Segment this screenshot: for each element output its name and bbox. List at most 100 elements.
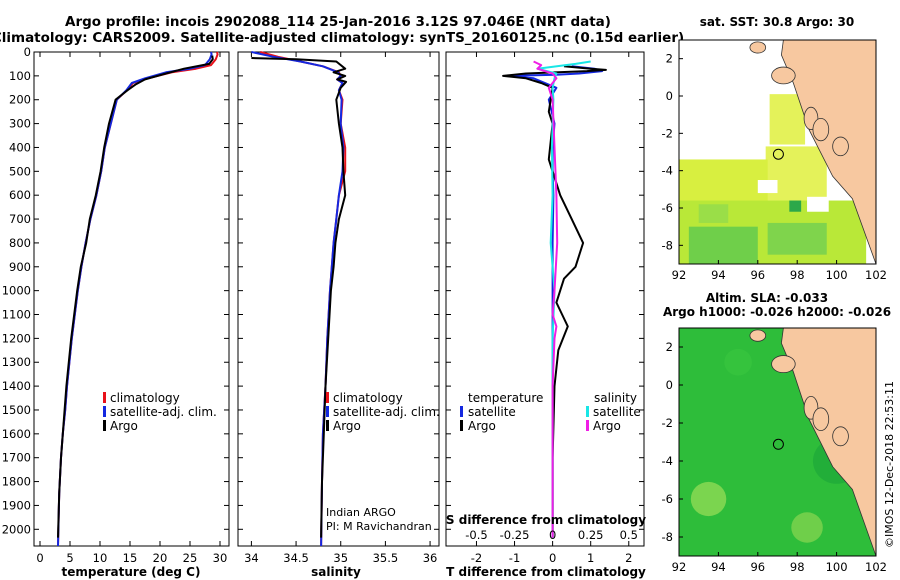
s-tick-label: 0.5 — [620, 528, 638, 542]
island — [832, 136, 849, 157]
x-tick-label: 20 — [153, 551, 168, 565]
argo-position-marker — [772, 148, 784, 160]
map-frame — [678, 327, 877, 557]
legend-swatch-t-argo — [460, 420, 463, 431]
s-difference-ticks: -0.5 -0.25 0 0.25 0.5 — [465, 528, 638, 542]
x-tick-label: 34.5 — [283, 551, 309, 565]
series-line-argo — [251, 57, 348, 538]
sla-map-subtitle: Argo h1000: -0.026 h2000: -0.026 — [663, 305, 891, 319]
temperature-plot-area: 0 5 10 15 20 25 300100200300400500600700800900… — [2, 45, 230, 565]
legend-label-satellite: satellite-adj. clim. — [333, 405, 440, 419]
y-tick-label: 1600 — [2, 427, 31, 441]
legend-label-s-argo: Argo — [593, 419, 621, 433]
series-line-argo — [57, 55, 214, 538]
y-tick-label: 1200 — [2, 331, 31, 345]
plot-frame — [445, 51, 645, 547]
legend-swatch-s-argo — [586, 420, 589, 431]
sla-map-image: 92 94 96 98 100 102 2 0 -2 -4 -6 -8 — [662, 327, 887, 574]
legend-label-s-satellite: satellite — [593, 405, 641, 419]
x-tick-label: 0 — [36, 551, 43, 565]
y-tick-label: 300 — [9, 117, 31, 131]
legend-label-t-argo: Argo — [468, 419, 496, 433]
salinity-panel: 34 34.5 35 35.5 36 salinity climatology sate… — [237, 51, 440, 579]
s-tick-label: -0.25 — [500, 528, 530, 542]
x-tick-label: 15 — [123, 551, 138, 565]
x-tick-label: 36 — [423, 551, 438, 565]
map-frame — [678, 39, 877, 265]
series-line-t-argo — [502, 65, 607, 538]
map-x-tick-label: 100 — [826, 268, 848, 282]
y-tick-label: 2000 — [2, 522, 31, 536]
island — [749, 41, 767, 54]
series-line-s-argo — [533, 60, 559, 538]
legend-label-argo: Argo — [110, 419, 138, 433]
legend-title-temperature: temperature — [468, 391, 543, 405]
sla-map: Altim. SLA: -0.033 Argo h1000: -0.026 h2… — [662, 291, 892, 574]
x-tick-label: -2 — [471, 551, 482, 565]
island — [832, 426, 849, 447]
salinity-xlabel: salinity — [311, 565, 361, 579]
institution-annotation: Indian ARGO — [326, 506, 396, 519]
y-tick-label: 700 — [9, 212, 31, 226]
plot-frame — [237, 51, 440, 547]
figure-title-line1: Argo profile: incois 2902088_114 25-Jan-… — [65, 14, 611, 30]
legend-swatch-satellite — [103, 406, 106, 417]
map-x-tick-label: 94 — [711, 268, 726, 282]
y-tick-label: 500 — [9, 164, 31, 178]
sla-map-title: Altim. SLA: -0.033 — [706, 291, 828, 305]
y-tick-label: 0 — [24, 45, 31, 59]
legend-swatch-climatology — [326, 392, 329, 403]
map-y-tick-label: 0 — [666, 378, 673, 392]
sla-anomaly-blob — [791, 512, 823, 543]
legend-swatch-s-satellite — [586, 406, 589, 417]
s-tick-label: -0.5 — [465, 528, 487, 542]
y-tick-label: 1900 — [2, 498, 31, 512]
sla-anomaly-blob — [724, 348, 752, 376]
imos-credit: ©IMOS 12-Dec-2018 22:53:11 — [883, 381, 896, 548]
sst-map-title: sat. SST: 30.8 Argo: 30 — [700, 15, 854, 29]
map-y-tick-label: 2 — [666, 340, 673, 354]
legend-swatch-argo — [326, 420, 329, 431]
map-y-tick-label: -8 — [662, 238, 673, 252]
salinity-plot-area: 34 34.5 35 35.5 36 — [237, 51, 440, 565]
y-tick-label: 200 — [9, 93, 31, 107]
temperature-panel: 0 5 10 15 20 25 300100200300400500600700800900… — [2, 45, 230, 579]
map-x-tick-label: 94 — [711, 560, 726, 574]
y-tick-label: 1100 — [2, 308, 31, 322]
legend-swatch-t-satellite — [460, 406, 463, 417]
x-tick-label: 30 — [213, 551, 228, 565]
sst-data-patch — [698, 204, 729, 223]
x-tick-label: 35.5 — [373, 551, 399, 565]
s-tick-label: 0 — [549, 528, 556, 542]
map-x-tick-label: 102 — [865, 268, 887, 282]
sst-data-patch — [789, 200, 802, 212]
y-tick-label: 1000 — [2, 284, 31, 298]
map-y-tick-label: -2 — [662, 416, 673, 430]
map-y-tick-label: 2 — [666, 52, 673, 66]
t-difference-xlabel: T difference from climatology — [446, 565, 646, 579]
island — [812, 118, 830, 142]
x-tick-label: 25 — [183, 551, 198, 565]
y-tick-label: 900 — [9, 260, 31, 274]
s-difference-xlabel: S difference from climatology — [446, 513, 646, 527]
map-x-tick-label: 98 — [790, 560, 805, 574]
map-y-tick-label: -6 — [662, 492, 673, 506]
map-y-tick-label: -6 — [662, 201, 673, 215]
map-x-tick-label: 100 — [826, 560, 848, 574]
x-tick-label: 1 — [587, 551, 594, 565]
map-y-tick-label: -2 — [662, 126, 673, 140]
sst-map-image: 92 94 96 98 100 102 2 0 -2 -4 -6 -8 — [662, 39, 887, 282]
legend-swatch-climatology — [103, 392, 106, 403]
x-tick-label: 0 — [549, 551, 556, 565]
map-x-tick-label: 98 — [790, 268, 805, 282]
y-tick-label: 1800 — [2, 475, 31, 489]
y-tick-label: 1700 — [2, 451, 31, 465]
y-tick-label: 1400 — [2, 379, 31, 393]
map-x-tick-label: 92 — [672, 268, 687, 282]
island — [749, 329, 767, 342]
sst-data-patch — [769, 94, 806, 145]
temperature-diff-legend: temperature satellite Argo — [460, 391, 543, 433]
x-tick-label: 34 — [244, 551, 259, 565]
x-tick-label: -1 — [509, 551, 520, 565]
difference-panel: -2 -1 0 1 2 T difference from climatology S … — [445, 51, 646, 579]
